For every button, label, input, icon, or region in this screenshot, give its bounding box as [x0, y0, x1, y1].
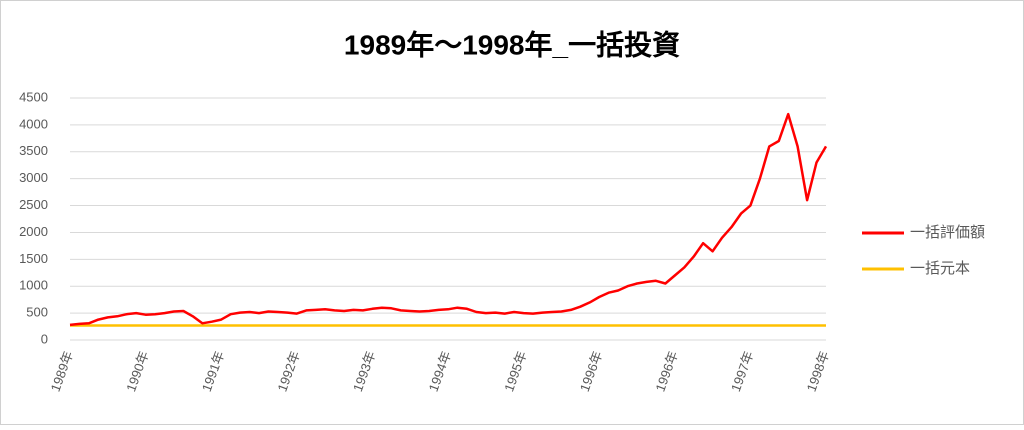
- y-tick-label: 4500: [19, 89, 48, 104]
- y-tick-label: 1500: [19, 251, 48, 266]
- y-tick-label: 1000: [19, 278, 48, 293]
- y-tick-label: 2000: [19, 224, 48, 239]
- y-tick-label: 2500: [19, 197, 48, 212]
- y-tick-label: 0: [41, 331, 48, 346]
- legend-label: 一括評価額: [910, 224, 985, 241]
- y-tick-label: 500: [26, 305, 48, 320]
- legend-label: 一括元本: [910, 260, 970, 277]
- y-tick-label: 4000: [19, 116, 48, 131]
- series-line: [69, 112, 828, 327]
- chart-title: 1989年～1998年_一括投資: [344, 28, 680, 60]
- y-tick-label: 3500: [19, 143, 48, 158]
- y-tick-label: 3000: [19, 170, 48, 185]
